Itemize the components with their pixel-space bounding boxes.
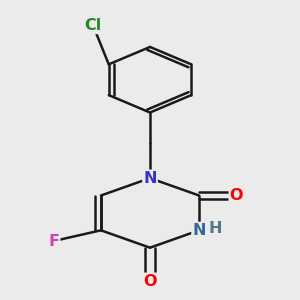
Text: H: H: [209, 221, 222, 236]
Text: F: F: [48, 233, 59, 248]
Text: O: O: [230, 188, 243, 203]
Text: N: N: [192, 223, 206, 238]
Text: N: N: [143, 171, 157, 186]
Text: O: O: [143, 274, 157, 289]
Text: Cl: Cl: [84, 18, 102, 33]
